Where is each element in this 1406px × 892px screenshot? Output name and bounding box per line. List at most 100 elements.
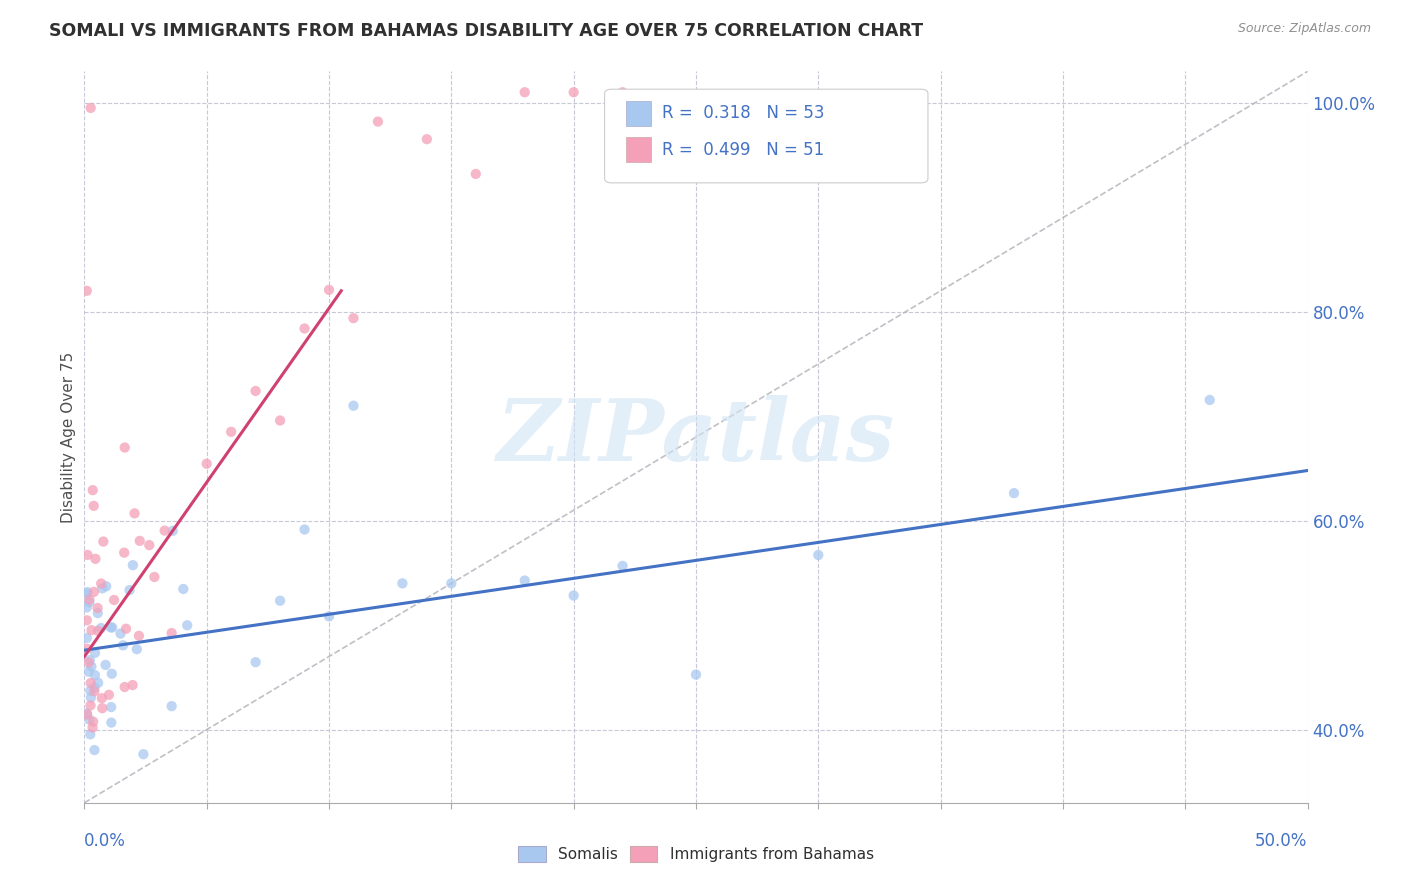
Point: [416, 132, 439, 146]
Point: [153, 524, 176, 538]
Point: [367, 114, 389, 128]
Point: [90, 621, 112, 635]
Point: [77, 656, 100, 670]
Text: R =  0.318   N = 53: R = 0.318 N = 53: [662, 104, 825, 122]
Point: [83, 585, 105, 599]
Text: SOMALI VS IMMIGRANTS FROM BAHAMAS DISABILITY AGE OVER 75 CORRELATION CHART: SOMALI VS IMMIGRANTS FROM BAHAMAS DISABI…: [49, 22, 924, 40]
Point: [132, 747, 155, 762]
Point: [162, 524, 184, 538]
Point: [86, 601, 108, 615]
Point: [80, 101, 103, 115]
Point: [245, 655, 267, 669]
Point: [160, 626, 183, 640]
Point: [91, 534, 114, 549]
Point: [112, 546, 135, 560]
Point: [76, 706, 98, 721]
Point: [90, 576, 112, 591]
Point: [79, 683, 101, 698]
Point: [100, 700, 122, 714]
Point: [612, 85, 634, 99]
Point: [80, 623, 103, 637]
Point: [91, 701, 114, 715]
Point: [76, 707, 98, 722]
Point: [269, 593, 291, 607]
Point: [79, 698, 101, 713]
Point: [114, 680, 136, 694]
Point: [464, 167, 486, 181]
Point: [83, 499, 105, 513]
Point: [318, 283, 340, 297]
Point: [76, 613, 98, 627]
Point: [121, 678, 143, 692]
Point: [76, 587, 98, 601]
Point: [83, 743, 105, 757]
Point: [84, 646, 107, 660]
Point: [160, 699, 183, 714]
Point: [79, 653, 101, 667]
Point: [87, 675, 110, 690]
Point: [80, 659, 103, 673]
Point: [342, 399, 364, 413]
Point: [318, 609, 340, 624]
Point: [76, 548, 98, 562]
Point: [82, 721, 104, 735]
Point: [96, 579, 118, 593]
Point: [391, 576, 413, 591]
Point: [118, 583, 141, 598]
Point: [87, 624, 110, 638]
Text: R =  0.499   N = 51: R = 0.499 N = 51: [662, 141, 824, 159]
Point: [83, 681, 105, 695]
Point: [80, 676, 103, 690]
Point: [807, 548, 830, 562]
Point: [84, 668, 107, 682]
Point: [101, 621, 124, 635]
Point: [80, 690, 103, 705]
Point: [100, 715, 122, 730]
Point: [91, 582, 114, 596]
Point: [77, 665, 100, 679]
Point: [79, 727, 101, 741]
Point: [143, 570, 166, 584]
Point: [513, 574, 536, 588]
Text: Source: ZipAtlas.com: Source: ZipAtlas.com: [1237, 22, 1371, 36]
Point: [219, 425, 242, 439]
Point: [562, 589, 585, 603]
Y-axis label: Disability Age Over 75: Disability Age Over 75: [60, 351, 76, 523]
Point: [125, 642, 148, 657]
Point: [97, 688, 120, 702]
Point: [219, 843, 242, 857]
Point: [76, 600, 98, 615]
Point: [110, 626, 132, 640]
Point: [138, 538, 160, 552]
Point: [79, 713, 101, 727]
Legend: Somalis, Immigrants from Bahamas: Somalis, Immigrants from Bahamas: [512, 840, 880, 868]
Text: 0.0%: 0.0%: [84, 832, 127, 850]
Text: ZIPatlas: ZIPatlas: [496, 395, 896, 479]
Point: [245, 384, 267, 398]
Point: [111, 638, 134, 652]
Point: [1198, 392, 1220, 407]
Point: [1002, 486, 1025, 500]
Point: [176, 618, 198, 632]
Point: [122, 558, 145, 573]
Point: [76, 284, 98, 298]
Point: [342, 311, 364, 326]
Point: [172, 582, 194, 596]
Point: [612, 558, 634, 573]
Point: [79, 595, 101, 609]
Point: [103, 593, 125, 607]
Point: [90, 691, 112, 706]
Point: [294, 523, 316, 537]
Point: [76, 631, 98, 645]
Point: [76, 641, 98, 656]
Point: [82, 714, 104, 729]
Point: [115, 622, 138, 636]
Point: [562, 85, 585, 99]
Point: [79, 592, 101, 607]
Point: [124, 507, 146, 521]
Point: [685, 667, 707, 681]
Point: [114, 441, 136, 455]
Point: [82, 483, 104, 498]
Point: [84, 551, 107, 566]
Point: [94, 657, 117, 672]
